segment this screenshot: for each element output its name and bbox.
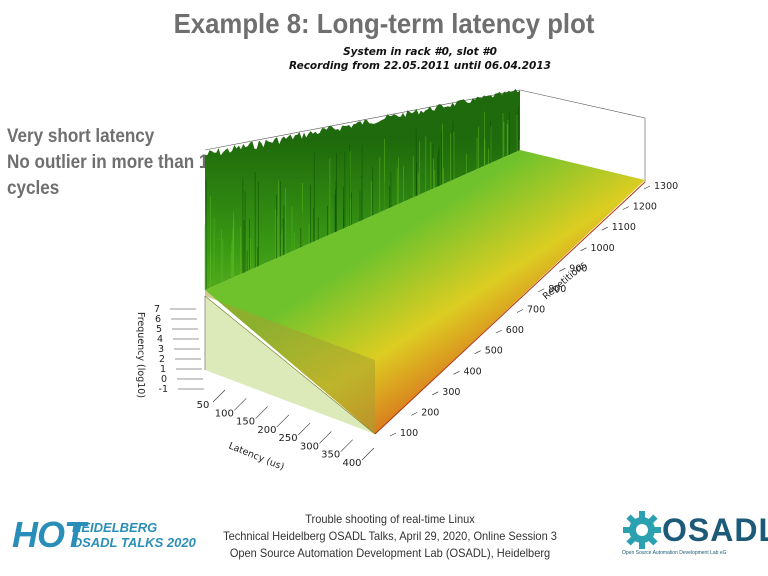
frequency-tick-label: 6 [155, 314, 161, 325]
latency-tick-label: 300 [300, 441, 319, 452]
repetitions-tick [432, 391, 439, 396]
repetitions-tick [601, 226, 608, 231]
frequency-tick-label: 0 [161, 374, 167, 385]
latency-tick [276, 414, 290, 428]
repetitions-tick-label: 1200 [633, 202, 657, 213]
surface-left-edge [204, 295, 376, 435]
footer: Trouble shooting of real-time Linux Tech… [206, 511, 574, 562]
plot-title-line-2: Recording from 22.05.2011 until 06.04.20… [289, 60, 551, 72]
latency-tick-label: 50 [197, 400, 210, 411]
repetitions-tick [389, 432, 397, 437]
surface-right-edge [374, 181, 646, 435]
frequency-tick-label: 3 [158, 344, 164, 355]
latency-tick-label: 400 [342, 458, 361, 469]
repetitions-tick [474, 350, 481, 354]
repetitions-tick-label: 400 [464, 366, 482, 377]
osadl-subtitle: Open Source Automation Development Lab e… [622, 550, 727, 556]
gear-icon [623, 511, 661, 549]
latency-tick-label: 150 [236, 417, 255, 428]
bullet-item: cycles [7, 178, 60, 199]
surface-side [205, 290, 375, 434]
hot-logo-talks: OSADL TALKS [72, 535, 164, 550]
osadl-logo: OSADL Open Source Automation Development… [620, 508, 768, 568]
frequency-tick-label: 7 [154, 304, 160, 315]
osadl-wordmark: OSADL [662, 512, 768, 548]
repetitions-tick [411, 412, 418, 416]
repetitions-tick [516, 309, 524, 313]
hot-logo-line-1: HEIDELBERG [72, 520, 158, 535]
hot-heidelberg-logo: HOT HEIDELBERG OSADL TALKS 2020 [12, 514, 196, 556]
repetitions-tick-label: 1300 [654, 181, 678, 192]
surface-front-edge [204, 181, 646, 435]
repetitions-tick-label: 500 [485, 346, 503, 357]
latency-3d-surface-plot: 1002003004005006007008009001000110012001… [135, 88, 678, 473]
latency-tick [340, 439, 353, 452]
repetitions-tick [622, 206, 629, 210]
hot-logo-year: 2020 [166, 535, 196, 550]
latency-tick-label: 350 [321, 450, 340, 461]
frequency-tick-label: 5 [156, 324, 162, 335]
box-edge [519, 89, 646, 119]
frequency-tick-label: -1 [159, 384, 168, 395]
hot-logo-mark: HOT [12, 514, 86, 555]
box-edge [204, 89, 521, 151]
repetitions-tick-label: 200 [421, 407, 439, 418]
frequency-axis-label: Frequency (log10) [135, 312, 146, 398]
latency-tick [319, 431, 332, 444]
repetitions-tick-label: 700 [527, 305, 545, 316]
repetitions-tick [559, 268, 566, 272]
latency-tick-label: 200 [257, 425, 276, 436]
latency-tick [361, 447, 375, 461]
latency-tick-label: 100 [215, 408, 234, 419]
repetitions-tick [643, 185, 651, 190]
bullet-item: Very short latency [7, 126, 155, 147]
latency-axis-label: Latency (us) [227, 441, 286, 473]
hot-logo-line-2: OSADL TALKS 2020 [72, 535, 196, 550]
repetitions-tick-label: 1000 [591, 243, 615, 254]
footer-line-1: Trouble shooting of real-time Linux [305, 512, 475, 526]
plot-title-line-1: System in rack #0, slot #0 [343, 46, 497, 58]
repetitions-tick [453, 371, 460, 375]
footer-line-2: Technical Heidelberg OSADL Talks, April … [223, 529, 557, 543]
latency-tick [212, 389, 226, 403]
latency-tick [234, 398, 247, 411]
frequency-tick-label: 4 [157, 334, 163, 345]
frequency-tick-label: 1 [160, 364, 166, 375]
latency-tick [255, 406, 268, 419]
footer-line-3: Open Source Automation Development Lab (… [229, 546, 551, 560]
repetitions-tick-label: 300 [442, 387, 460, 398]
repetitions-tick-label: 100 [400, 428, 418, 439]
repetitions-tick [495, 329, 502, 334]
repetitions-tick [538, 288, 545, 293]
latency-tick-label: 250 [279, 433, 298, 444]
repetitions-tick [580, 247, 587, 252]
repetitions-tick-label: 800 [548, 284, 566, 295]
surface-green-ridge [204, 88, 520, 291]
slide-title: Example 8: Long-term latency plot [173, 8, 595, 39]
frequency-tick-label: 2 [159, 354, 165, 365]
repetitions-tick-label: 600 [506, 325, 524, 336]
repetitions-tick-label: 900 [569, 263, 587, 274]
repetitions-tick-label: 1100 [612, 222, 636, 233]
latency-tick [297, 422, 311, 436]
